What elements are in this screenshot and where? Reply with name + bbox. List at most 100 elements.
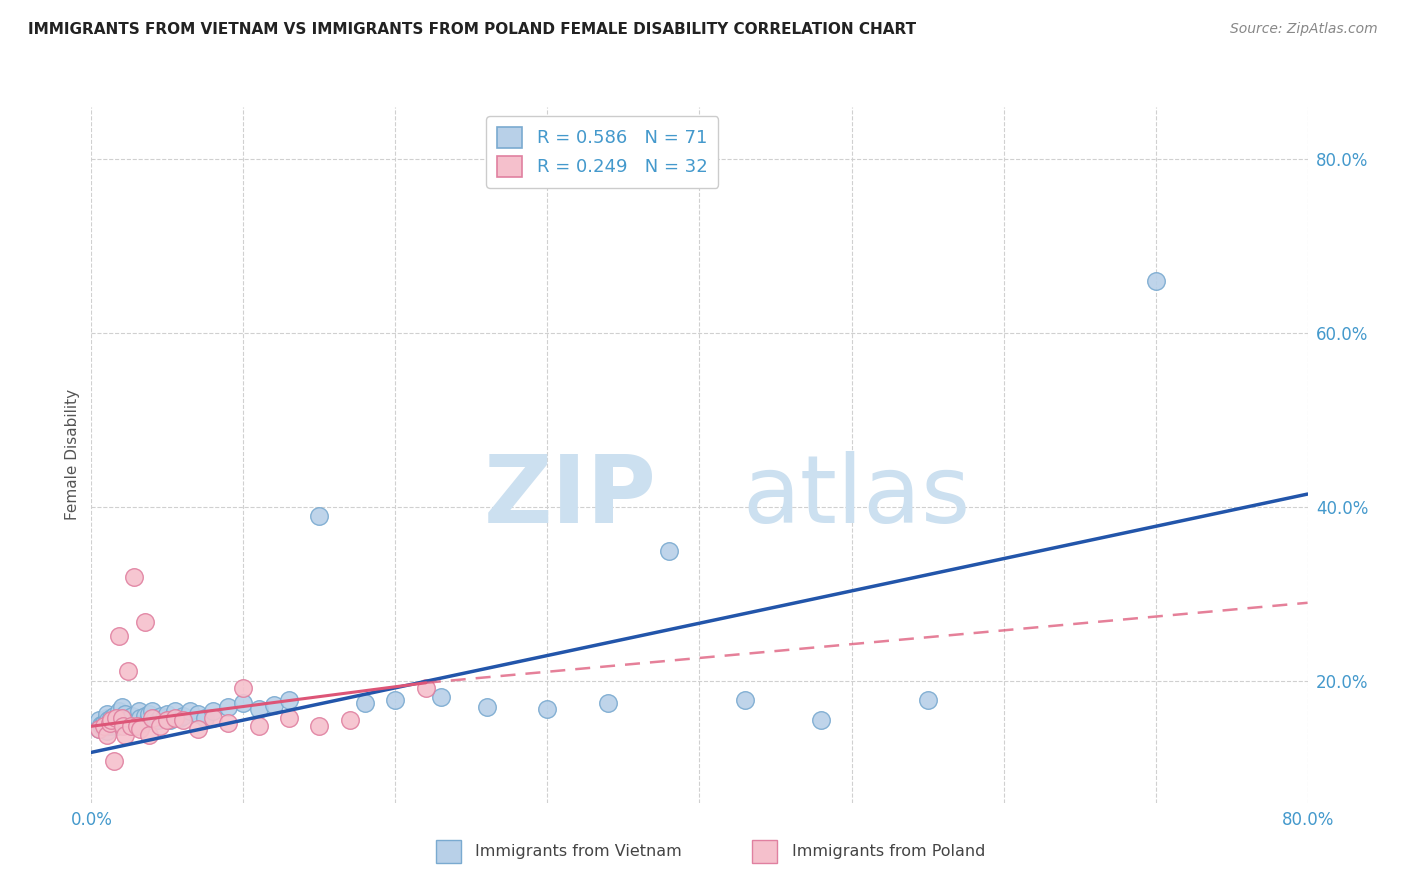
Point [141, 705, 163, 719]
Text: IMMIGRANTS FROM VIETNAM VS IMMIGRANTS FROM POLAND FEMALE DISABILITY CORRELATION : IMMIGRANTS FROM VIETNAM VS IMMIGRANTS FR… [28, 22, 917, 37]
Point [354, 696, 377, 710]
Point [87, 722, 110, 736]
Text: Immigrants from Poland: Immigrants from Poland [792, 845, 984, 859]
Point [111, 710, 134, 724]
Point [111, 700, 134, 714]
Point [169, 710, 191, 724]
Point [96, 707, 118, 722]
Point [149, 719, 172, 733]
Point [917, 693, 939, 707]
Point [278, 710, 301, 724]
Point [430, 690, 453, 704]
Point [247, 702, 270, 716]
Point [202, 705, 225, 719]
Point [658, 543, 681, 558]
Point [87, 722, 110, 736]
Text: ZIP: ZIP [484, 450, 657, 542]
Point [202, 710, 225, 724]
Point [93, 719, 115, 733]
Point [156, 707, 179, 722]
Y-axis label: Female Disability: Female Disability [65, 389, 80, 521]
Point [118, 710, 141, 724]
Point [112, 710, 135, 724]
Point [217, 715, 239, 730]
Point [115, 713, 138, 727]
Point [598, 696, 620, 710]
Point [153, 710, 176, 724]
Point [89, 717, 111, 731]
Point [475, 700, 498, 714]
Point [810, 713, 832, 727]
Point [103, 713, 125, 727]
Point [114, 728, 136, 742]
Point [103, 754, 125, 768]
Point [148, 713, 170, 727]
Point [159, 713, 181, 727]
Point [232, 681, 254, 695]
Point [194, 710, 217, 724]
Point [98, 715, 121, 730]
Point [125, 719, 148, 733]
Point [120, 714, 142, 729]
Point [98, 719, 121, 733]
Point [114, 707, 136, 722]
Point [97, 717, 120, 731]
Point [278, 693, 301, 707]
Point [107, 714, 129, 729]
Point [122, 719, 145, 733]
Legend: R = 0.586   N = 71, R = 0.249   N = 32: R = 0.586 N = 71, R = 0.249 N = 32 [486, 116, 718, 187]
Point [98, 714, 121, 729]
Point [339, 713, 361, 727]
Point [104, 715, 127, 730]
Point [100, 716, 122, 731]
Point [384, 693, 406, 707]
Point [87, 713, 110, 727]
Point [179, 705, 201, 719]
Point [187, 722, 209, 736]
Point [134, 615, 156, 629]
Point [172, 713, 194, 727]
Point [129, 722, 152, 736]
Point [94, 720, 117, 734]
Point [150, 708, 173, 723]
Point [1144, 274, 1167, 288]
Point [247, 719, 270, 733]
Point [163, 710, 186, 724]
Point [128, 705, 150, 719]
Text: Immigrants from Vietnam: Immigrants from Vietnam [475, 845, 682, 859]
Point [93, 715, 115, 730]
Point [122, 569, 145, 583]
Point [263, 698, 285, 713]
Point [143, 710, 166, 724]
Point [120, 719, 142, 733]
Point [111, 708, 134, 723]
Point [308, 508, 330, 523]
Point [97, 713, 120, 727]
Point [112, 719, 135, 733]
Text: Source: ZipAtlas.com: Source: ZipAtlas.com [1230, 22, 1378, 37]
Point [172, 708, 194, 723]
Point [132, 715, 155, 730]
Point [121, 708, 143, 723]
Point [117, 717, 139, 731]
Point [734, 693, 756, 707]
Point [415, 681, 437, 695]
Point [100, 711, 122, 725]
Point [134, 708, 156, 723]
Point [232, 696, 254, 710]
Point [138, 707, 160, 722]
Point [96, 710, 118, 724]
Point [308, 719, 330, 733]
Point [156, 713, 179, 727]
Point [107, 705, 129, 719]
Point [103, 708, 125, 723]
Point [125, 713, 148, 727]
Point [107, 629, 129, 643]
Point [217, 700, 239, 714]
Point [187, 707, 209, 722]
Point [100, 713, 122, 727]
Text: atlas: atlas [742, 450, 970, 542]
Point [110, 713, 132, 727]
Point [129, 710, 152, 724]
Point [101, 718, 124, 732]
